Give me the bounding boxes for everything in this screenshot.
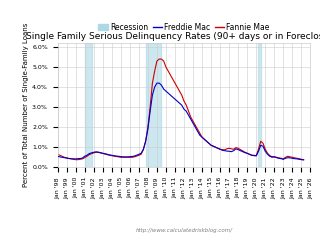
- Legend: Recession, Freddie Mac, Fannie Mae: Recession, Freddie Mac, Fannie Mae: [95, 20, 273, 35]
- Bar: [146, 43, 161, 167]
- Title: Single Family Serious Delinquency Rates (90+ days or in Foreclosure): Single Family Serious Delinquency Rates …: [26, 32, 320, 41]
- Bar: [258, 43, 261, 167]
- Bar: [85, 43, 92, 167]
- Text: http://www.calculatedriskblog.com/: http://www.calculatedriskblog.com/: [135, 228, 233, 233]
- Y-axis label: Percent of Total Number of Single-Family Loans: Percent of Total Number of Single-Family…: [23, 23, 29, 187]
